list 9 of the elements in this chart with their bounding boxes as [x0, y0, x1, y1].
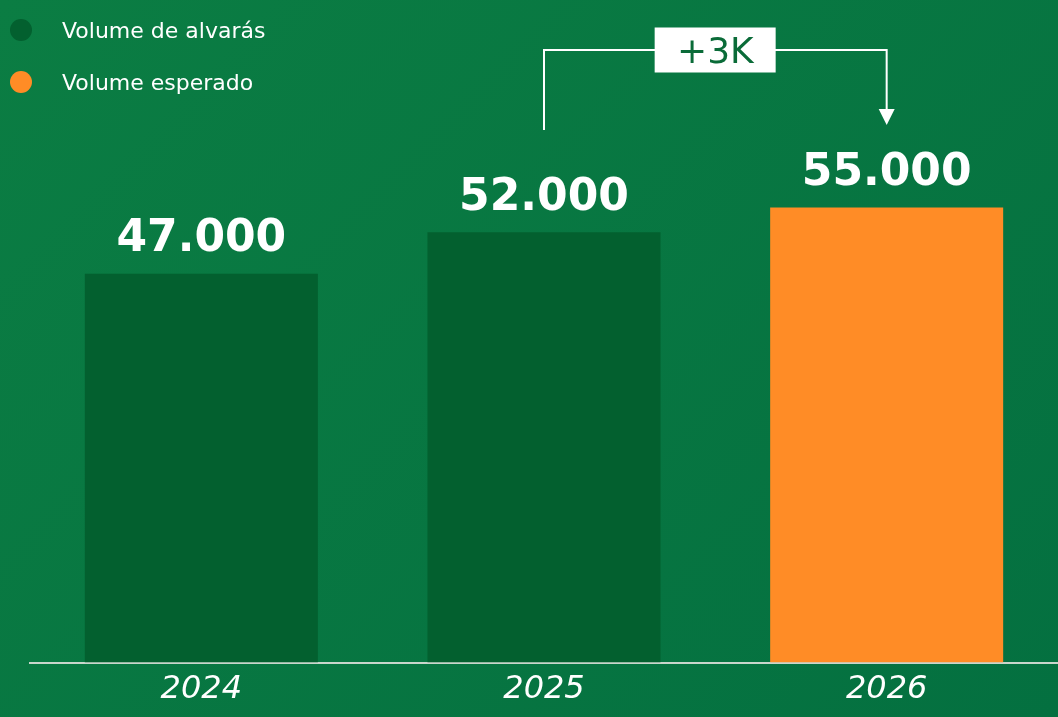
legend-label: Volume de alvarás	[62, 17, 266, 43]
x-tick-label: 2024	[160, 668, 243, 707]
x-tick-label: 2025	[503, 668, 585, 707]
data-label: 55.000	[801, 143, 972, 195]
data-label: 52.000	[459, 168, 629, 220]
data-label: 47.000	[116, 210, 287, 262]
text: +3K	[654, 27, 776, 73]
x-tick-label: 2026	[845, 668, 928, 707]
legend-label: Volume esperado	[62, 69, 254, 95]
